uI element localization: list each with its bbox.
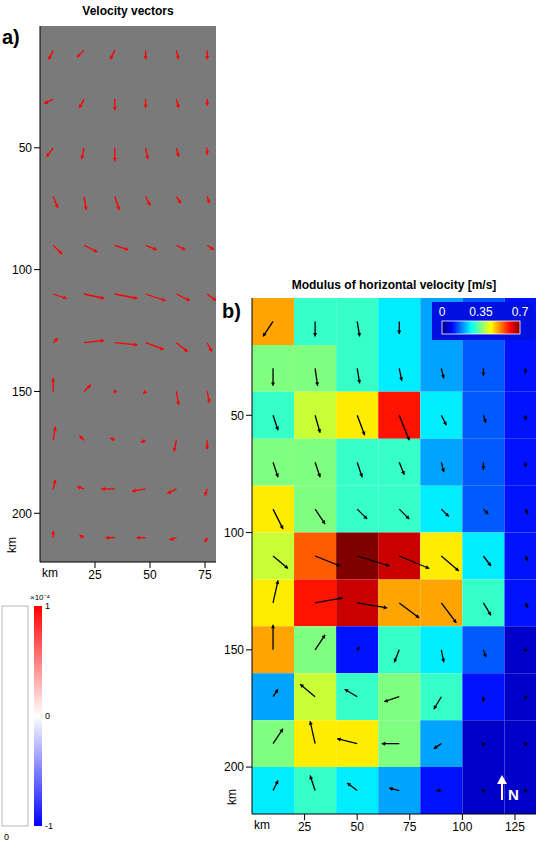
svg-text:200: 200 <box>224 760 244 774</box>
html-text:b): b) <box>222 300 241 322</box>
svg-text:150: 150 <box>224 643 244 657</box>
svg-text:50: 50 <box>351 820 365 834</box>
svg-text:N: N <box>508 786 519 803</box>
svg-text:0.35: 0.35 <box>469 305 493 319</box>
html-text:km: km <box>225 789 239 805</box>
svg-text:50: 50 <box>231 409 245 423</box>
svg-text:150: 150 <box>12 385 32 399</box>
svg-text:75: 75 <box>198 568 212 582</box>
svg-text:0: 0 <box>439 305 446 319</box>
svg-text:100: 100 <box>12 263 32 277</box>
html-text:km: km <box>254 818 270 832</box>
html-text:a): a) <box>2 26 20 48</box>
svg-text:125: 125 <box>505 820 525 834</box>
svg-text:100: 100 <box>224 526 244 540</box>
svg-text:75: 75 <box>403 820 417 834</box>
svg-text:25: 25 <box>88 568 102 582</box>
html-text:Modulus of horizontal velocity: Modulus of horizontal velocity [m/s] <box>291 278 497 292</box>
svg-text:0: 0 <box>4 832 9 842</box>
svg-text:-1: -1 <box>45 821 53 831</box>
svg-text:25: 25 <box>298 820 312 834</box>
svg-text:100: 100 <box>452 820 472 834</box>
svg-text:50: 50 <box>19 141 33 155</box>
html-text:Velocity vectors: Velocity vectors <box>82 4 174 18</box>
svg-text:50: 50 <box>143 568 157 582</box>
svg-text:200: 200 <box>12 507 32 521</box>
html-text:km: km <box>5 537 19 553</box>
svg-text:1: 1 <box>45 601 50 611</box>
svg-text:0: 0 <box>45 711 50 721</box>
svg-text:0.7: 0.7 <box>512 305 529 319</box>
svg-text:×10⁻⁴: ×10⁻⁴ <box>30 593 50 602</box>
html-text:km: km <box>42 566 58 580</box>
